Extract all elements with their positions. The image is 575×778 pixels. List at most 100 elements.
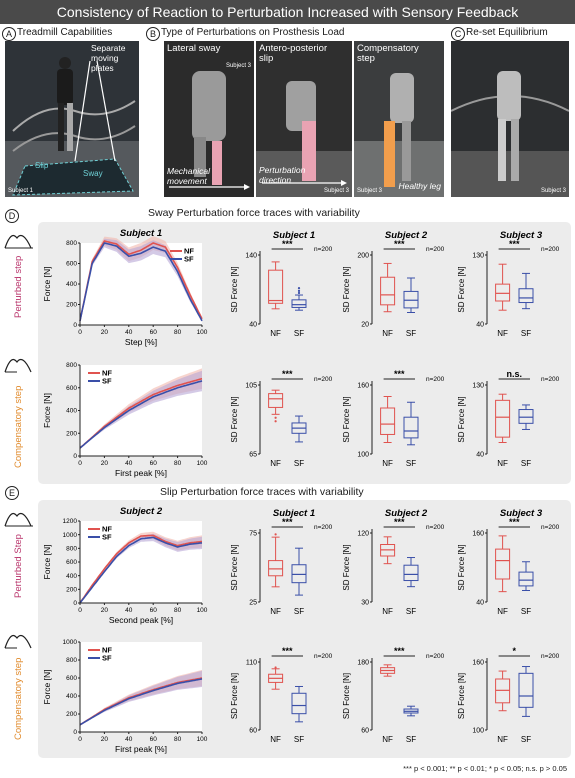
- chart-title: Subject 1: [273, 230, 315, 241]
- chart-title: Subject 2: [120, 506, 163, 517]
- y-tick-label: 200: [357, 253, 369, 260]
- healthy-leg-caption: Healthy leg: [398, 181, 441, 191]
- category-label-sf: SF: [521, 607, 531, 616]
- significance-label: ***: [509, 239, 520, 249]
- x-tick-label: 40: [125, 736, 133, 743]
- y-axis-label: SD Force [N]: [457, 396, 466, 442]
- box-nf: [268, 666, 284, 690]
- compensatory-step-photo: Compensatory step Subject 3 Healthy leg: [354, 41, 444, 197]
- sample-size-label: n=200: [314, 524, 333, 531]
- x-tick-label: 20: [101, 736, 109, 743]
- y-tick-label: 800: [66, 546, 77, 553]
- iqr-box: [495, 399, 511, 438]
- category-label-sf: SF: [294, 735, 304, 744]
- significance-label: ***: [394, 369, 405, 379]
- y-tick-label: 200: [66, 302, 77, 309]
- category-label-sf: SF: [406, 459, 416, 468]
- compensatory-step-label: Compensatory step: [357, 43, 419, 64]
- iqr-box: [291, 299, 307, 308]
- x-tick-label: 20: [101, 607, 109, 614]
- y-tick-label: 600: [66, 261, 77, 268]
- category-label-nf: NF: [382, 459, 393, 468]
- outlier-point: [274, 666, 277, 669]
- box-nf: [268, 261, 284, 310]
- sample-size-label: n=200: [314, 246, 333, 253]
- box-sf: [518, 561, 534, 591]
- significance-label: ***: [282, 646, 293, 656]
- iqr-box: [403, 564, 419, 582]
- y-tick-label: 40: [476, 322, 484, 329]
- y-axis-label: SD Force [N]: [457, 266, 466, 312]
- sway-compensatory-subject2-box: 100 160 SD Force [N] NF SF *** n=200: [342, 369, 445, 468]
- box-nf: [380, 396, 396, 443]
- significance-label: ***: [282, 369, 293, 379]
- outlier-point: [297, 287, 301, 290]
- y-tick-label: 160: [357, 383, 369, 390]
- box-sf: [403, 401, 419, 446]
- reset-equilibrium-photo: Subject 3: [451, 41, 569, 197]
- figure-title: Consistency of Reaction to Perturbation …: [0, 0, 575, 24]
- iqr-box: [518, 409, 534, 424]
- iqr-box: [518, 288, 534, 304]
- sway-perturbed-subject1-box: Subject 1 40 140 SD Force [N] NF SF *** n=200: [230, 230, 333, 338]
- slip-label-text: Antero-posterior slip: [259, 43, 328, 64]
- sample-size-label: n=200: [541, 524, 560, 531]
- x-tick-label: 20: [101, 329, 109, 336]
- iqr-box: [380, 276, 396, 306]
- sway-perturbed-subject2-box: Subject 2 20 200 SD Force [N] NF SF *** n=200: [342, 230, 445, 338]
- panel-d-letter: D: [5, 209, 19, 223]
- panel-a-title: Treadmill Capabilities: [17, 27, 113, 38]
- y-tick-label: 600: [66, 385, 77, 392]
- legend-label-sf: SF: [102, 377, 112, 386]
- y-tick-label: 400: [66, 693, 77, 700]
- sway-compensatory-force-trace: 0 20 40 60 80 100 0 200 400 600 800 First peak [%] F…: [42, 362, 208, 478]
- y-axis-label: Force [N]: [42, 670, 52, 705]
- box-nf: [380, 536, 396, 565]
- y-axis-label: SD Force [N]: [230, 266, 239, 312]
- y-tick-label: 140: [245, 253, 257, 260]
- sample-size-label: n=200: [541, 653, 560, 660]
- legend-label-sf: SF: [184, 255, 194, 264]
- panel-e-title: Slip Perturbation force traces with vari…: [160, 486, 364, 498]
- y-tick-label: 200: [66, 587, 77, 594]
- panel-b-title: Type of Perturbations on Prosthesis Load: [161, 27, 345, 38]
- y-axis-label: Force [N]: [42, 545, 52, 580]
- y-tick-label: 800: [66, 657, 77, 664]
- category-label-nf: NF: [270, 329, 281, 338]
- iqr-box: [518, 571, 534, 587]
- significance-label: ***: [282, 239, 293, 249]
- box-sf: [291, 685, 307, 723]
- slip-compensatory-subject3-box: 100 160 SD Force [N] NF SF * n=200: [457, 646, 560, 744]
- x-tick-label: 60: [150, 607, 158, 614]
- x-tick-label: 60: [150, 736, 158, 743]
- category-label-nf: NF: [382, 329, 393, 338]
- box-sf: [403, 277, 419, 313]
- sway-subject1-force-trace: Subject 1 0 20 40 60 80 100 0 200 400 600 800 Step […: [42, 228, 208, 347]
- sample-size-label: n=200: [314, 653, 333, 660]
- compensatory-step-glyph-e: [4, 635, 32, 649]
- box-nf: [268, 533, 284, 588]
- y-tick-label: 130: [472, 383, 484, 390]
- category-label-sf: SF: [521, 329, 531, 338]
- y-tick-label: 40: [476, 452, 484, 459]
- x-tick-label: 0: [78, 329, 82, 336]
- treadmill-illustration: [5, 41, 139, 197]
- significance-label: *: [513, 646, 517, 656]
- category-label-sf: SF: [521, 459, 531, 468]
- outlier-point: [274, 533, 277, 536]
- y-tick-label: 160: [472, 531, 484, 538]
- slip-subject: Subject 3: [323, 188, 349, 194]
- legend-label-nf: NF: [102, 525, 112, 534]
- x-tick-label: 0: [78, 607, 82, 614]
- category-label-nf: NF: [382, 735, 393, 744]
- y-tick-label: 105: [245, 383, 257, 390]
- y-tick-label: 1000: [63, 532, 78, 539]
- y-axis-label: SD Force [N]: [342, 673, 351, 719]
- x-axis-label: First peak [%]: [115, 744, 167, 754]
- category-label-nf: NF: [497, 459, 508, 468]
- y-axis-label: SD Force [N]: [342, 396, 351, 442]
- outlier-point: [274, 420, 277, 423]
- x-tick-label: 0: [78, 460, 82, 467]
- y-tick-label: 0: [73, 453, 77, 460]
